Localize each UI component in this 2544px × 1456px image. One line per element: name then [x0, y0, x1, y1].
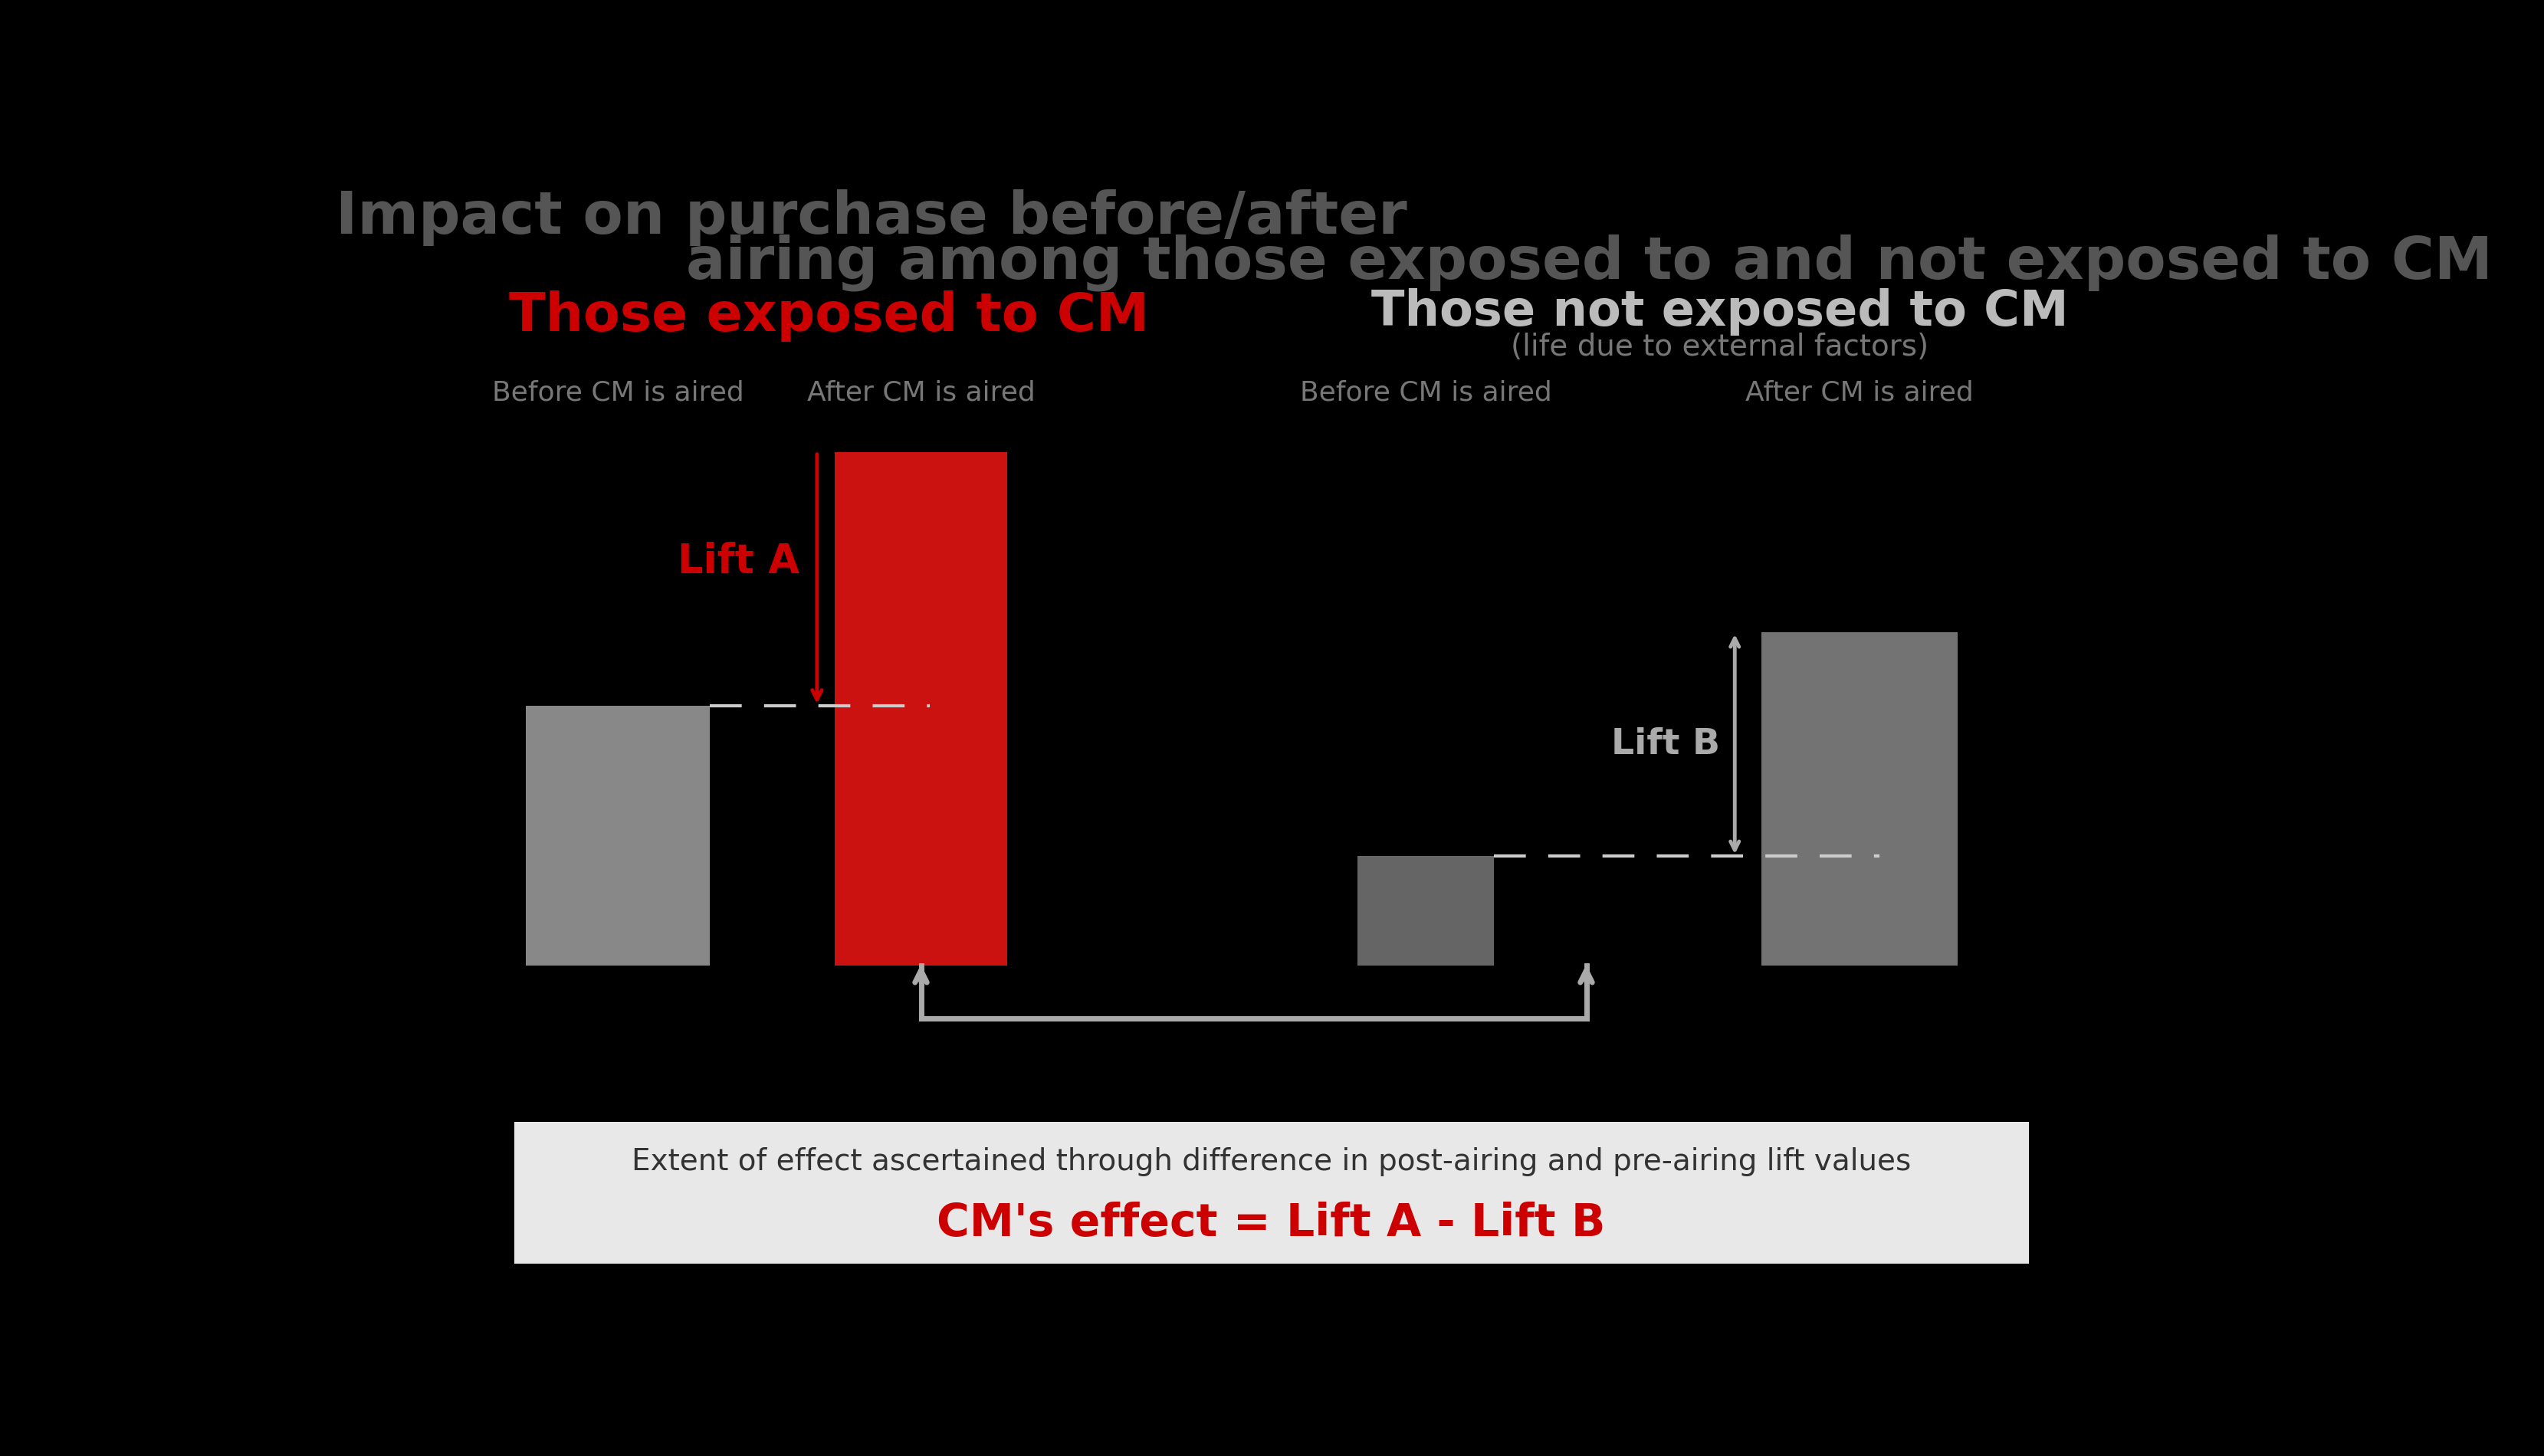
- Text: (life due to external factors): (life due to external factors): [1511, 332, 1928, 361]
- Text: Those not exposed to CM: Those not exposed to CM: [1371, 288, 2068, 335]
- Bar: [514, 1121, 2028, 1264]
- Bar: [527, 706, 710, 965]
- Text: Lift B: Lift B: [1610, 727, 1720, 761]
- Text: CM's effect = Lift A - Lift B: CM's effect = Lift A - Lift B: [936, 1201, 1605, 1245]
- Text: Before CM is aired: Before CM is aired: [1300, 380, 1552, 406]
- Text: Before CM is aired: Before CM is aired: [491, 380, 743, 406]
- Text: After CM is aired: After CM is aired: [806, 380, 1035, 406]
- Text: Extent of effect ascertained through difference in post-airing and pre-airing li: Extent of effect ascertained through dif…: [631, 1147, 1911, 1176]
- Bar: [834, 451, 1007, 965]
- Bar: [1358, 856, 1493, 965]
- Text: Those exposed to CM: Those exposed to CM: [509, 291, 1150, 342]
- Text: Impact on purchase before/after: Impact on purchase before/after: [336, 189, 1407, 246]
- Text: Lift A: Lift A: [677, 542, 799, 581]
- Text: After CM is aired: After CM is aired: [1745, 380, 1974, 406]
- Text: airing among those exposed to and not exposed to CM: airing among those exposed to and not ex…: [687, 234, 2493, 291]
- Bar: [1760, 632, 1956, 965]
